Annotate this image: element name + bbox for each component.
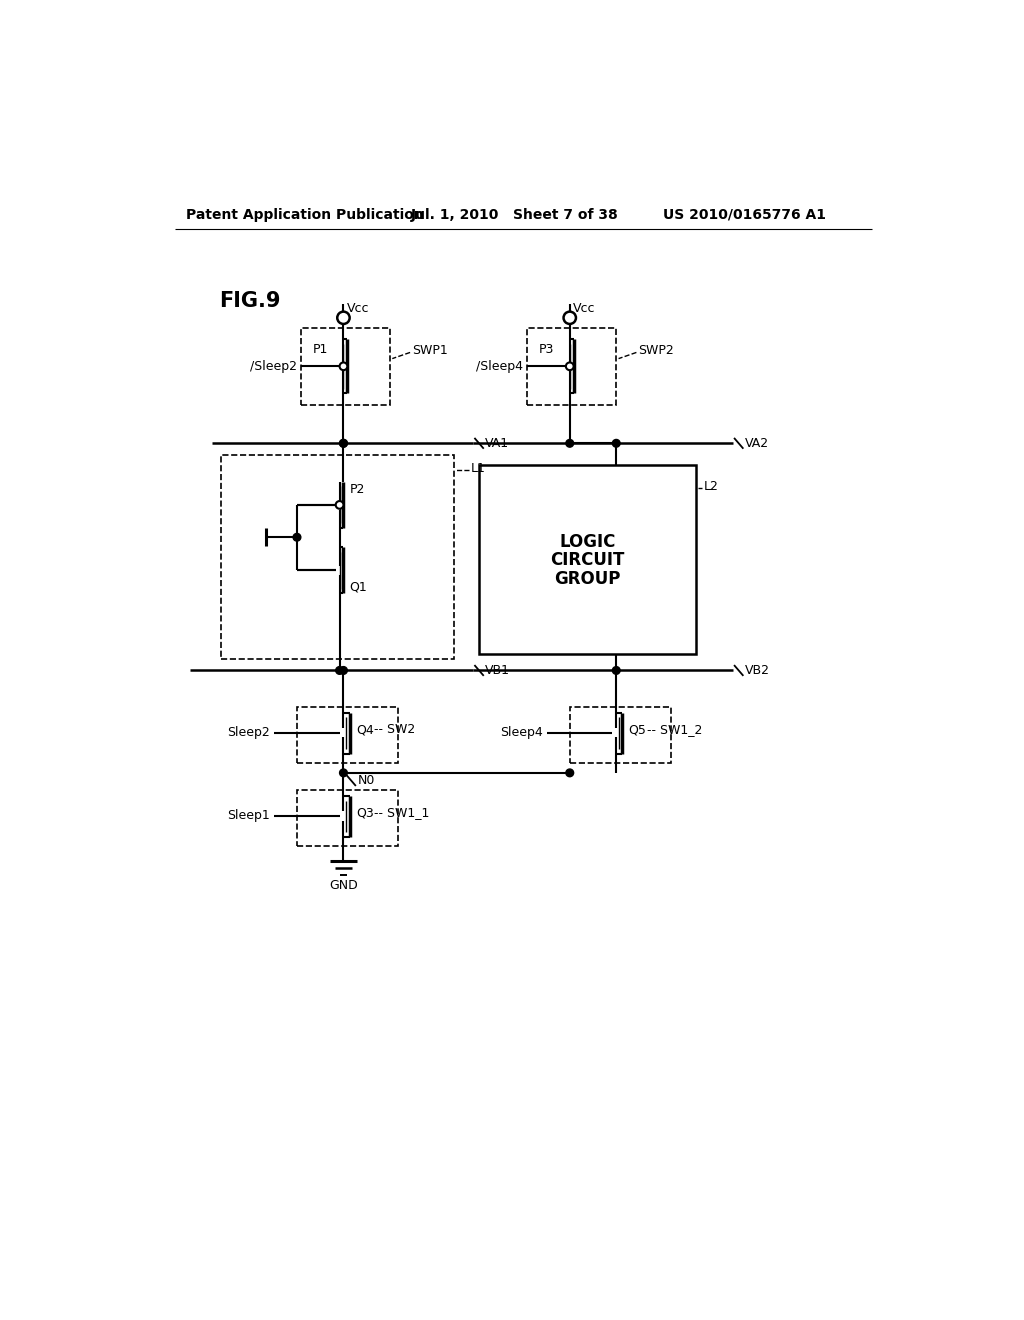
Text: US 2010/0165776 A1: US 2010/0165776 A1 xyxy=(663,207,825,222)
Text: Jul. 1, 2010   Sheet 7 of 38: Jul. 1, 2010 Sheet 7 of 38 xyxy=(411,207,618,222)
Circle shape xyxy=(566,440,573,447)
Text: VB2: VB2 xyxy=(744,664,770,677)
Text: /Sleep2: /Sleep2 xyxy=(250,360,297,372)
Bar xyxy=(297,789,397,846)
Circle shape xyxy=(563,312,575,323)
Text: FIG.9: FIG.9 xyxy=(219,290,281,310)
Text: N0: N0 xyxy=(357,774,375,787)
Circle shape xyxy=(340,770,347,776)
Circle shape xyxy=(340,667,347,675)
Circle shape xyxy=(293,533,301,541)
Text: CIRCUIT: CIRCUIT xyxy=(550,552,625,569)
Text: SWP1: SWP1 xyxy=(412,345,447,358)
Text: P3: P3 xyxy=(539,343,554,356)
Text: L2: L2 xyxy=(703,480,719,492)
Text: Q4: Q4 xyxy=(356,723,374,737)
Text: L1: L1 xyxy=(471,462,485,475)
Bar xyxy=(479,465,696,653)
Bar xyxy=(297,706,397,763)
Text: LOGIC: LOGIC xyxy=(559,533,615,550)
Text: -- SW2: -- SW2 xyxy=(375,723,416,737)
Text: VB1: VB1 xyxy=(485,664,510,677)
Text: P2: P2 xyxy=(349,483,365,496)
Text: VA2: VA2 xyxy=(744,437,769,450)
Text: VA1: VA1 xyxy=(485,437,509,450)
Bar xyxy=(527,327,616,405)
Circle shape xyxy=(340,440,347,447)
Bar xyxy=(569,706,671,763)
Text: Vcc: Vcc xyxy=(346,302,369,315)
Bar xyxy=(221,455,454,659)
Circle shape xyxy=(337,312,349,323)
Text: Q5: Q5 xyxy=(629,723,646,737)
Text: Sleep1: Sleep1 xyxy=(227,809,270,822)
Text: Q1: Q1 xyxy=(349,581,368,594)
Text: SWP2: SWP2 xyxy=(638,345,674,358)
Text: GROUP: GROUP xyxy=(554,570,621,587)
Circle shape xyxy=(336,502,343,508)
Bar xyxy=(301,327,390,405)
Circle shape xyxy=(340,363,347,370)
Text: Patent Application Publication: Patent Application Publication xyxy=(186,207,424,222)
Circle shape xyxy=(340,440,347,447)
Circle shape xyxy=(336,667,343,675)
Text: Sleep4: Sleep4 xyxy=(500,726,543,739)
Text: P1: P1 xyxy=(312,343,328,356)
Text: Q3: Q3 xyxy=(356,807,374,820)
Text: -- SW1_2: -- SW1_2 xyxy=(647,723,702,737)
Circle shape xyxy=(612,667,621,675)
Circle shape xyxy=(612,440,621,447)
Text: Sleep2: Sleep2 xyxy=(227,726,270,739)
Text: /Sleep4: /Sleep4 xyxy=(476,360,523,372)
Circle shape xyxy=(566,770,573,776)
Text: Vcc: Vcc xyxy=(572,302,595,315)
Text: -- SW1_1: -- SW1_1 xyxy=(375,807,430,820)
Text: GND: GND xyxy=(329,879,357,892)
Circle shape xyxy=(566,363,573,370)
